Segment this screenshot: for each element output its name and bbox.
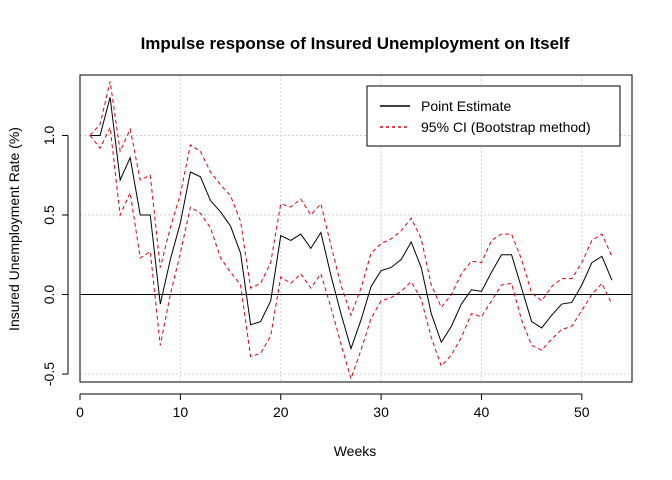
x-tick-label-1: 10	[173, 404, 189, 420]
x-axis: 0 10 20 30 40 50	[76, 393, 590, 420]
x-tick-label-4: 40	[474, 404, 490, 420]
series-line-0	[90, 97, 613, 351]
x-tick-label-2: 20	[273, 404, 289, 420]
y-tick-label-1: 0.0	[41, 285, 57, 305]
legend-label-point-estimate: Point Estimate	[421, 98, 511, 114]
x-axis-label: Weeks	[334, 443, 377, 459]
plot-area-border	[79, 74, 633, 383]
chart-title: Impulse response of Insured Unemployment…	[141, 34, 570, 53]
y-axis-label: Insured Unemployment Rate (%)	[6, 127, 22, 331]
legend-box	[366, 85, 621, 147]
series-line-1	[89, 81, 613, 317]
legend: Point Estimate 95% CI (Bootstrap method)	[366, 85, 621, 147]
legend-label-ci: 95% CI (Bootstrap method)	[421, 119, 591, 135]
x-tick-label-3: 30	[373, 404, 389, 420]
x-tick-label-0: 0	[76, 404, 84, 420]
y-axis: -0.5 0.0 0.5 1.0	[41, 126, 69, 386]
x-tick-label-5: 50	[574, 404, 590, 420]
y-tick-label-3: 1.0	[41, 126, 57, 146]
series-line-2	[89, 125, 613, 381]
y-tick-label-2: 0.5	[41, 205, 57, 225]
y-tick-label-0: -0.5	[41, 362, 57, 386]
series-layer	[89, 81, 613, 381]
